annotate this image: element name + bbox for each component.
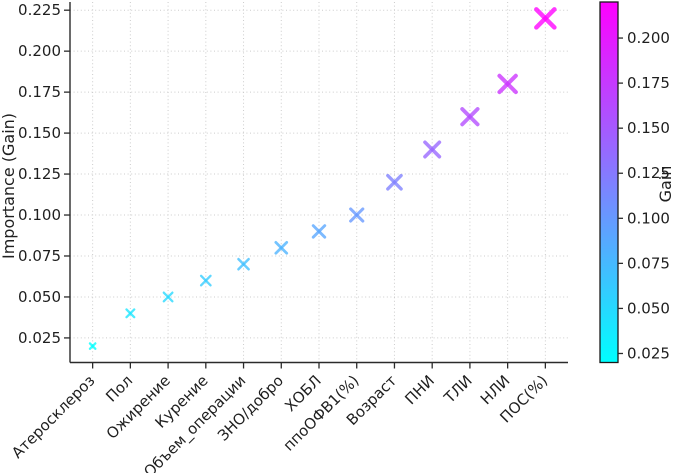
- scatter-marker: [386, 173, 403, 191]
- y-axis-label: Importance (Gain): [0, 113, 18, 259]
- scatter-marker: [162, 291, 174, 303]
- marker-stroke: [311, 224, 327, 239]
- colorbar: 0.025 0.050 0.075 0.100 0.125 0.150 0.175 0.200: [599, 1, 670, 364]
- marker-stroke: [125, 308, 136, 319]
- scatter-marker: [311, 224, 327, 239]
- x-tick-label: ПНИ: [401, 372, 438, 409]
- y-tick-label: 0.050: [18, 288, 61, 306]
- y-tick-label: 0.200: [18, 42, 61, 60]
- scatter-marker: [497, 73, 518, 95]
- colorbar-tick-label: 0.200: [627, 29, 670, 47]
- marker-stroke: [199, 274, 212, 287]
- scatter-marker: [423, 140, 442, 159]
- y-tick-label: 0.025: [18, 329, 61, 347]
- colorbar-tick-label: 0.025: [627, 344, 670, 362]
- scatter-marker: [125, 308, 136, 319]
- colorbar-tick-label: 0.075: [627, 254, 670, 272]
- y-tick-label: 0.175: [18, 83, 61, 101]
- y-tick-label: 0.075: [18, 247, 61, 265]
- scatter-marker: [534, 7, 557, 30]
- scatter-marker: [88, 342, 97, 350]
- x-tick-label: Атеросклероз: [8, 372, 98, 462]
- scatter-marker: [460, 107, 480, 127]
- y-tick-label: 0.100: [18, 206, 61, 224]
- x-tick-label: ТЛИ: [440, 372, 476, 408]
- marker-stroke: [534, 7, 557, 30]
- gridlines: [70, 2, 568, 363]
- scatter-marker: [237, 257, 250, 271]
- marker-stroke: [237, 257, 250, 271]
- marker-stroke: [460, 107, 480, 127]
- scatter-marker: [349, 207, 365, 223]
- y-tick-label: 0.125: [18, 165, 61, 183]
- scatter-marker: [199, 274, 212, 287]
- marker-stroke: [88, 342, 97, 350]
- scatter-markers: [88, 7, 557, 350]
- marker-stroke: [386, 173, 403, 191]
- marker-stroke: [497, 73, 518, 95]
- y-tick-label: 0.225: [18, 1, 61, 19]
- marker-stroke: [349, 207, 365, 223]
- x-axis-ticks: Атеросклероз ПолОжирениеКурениеОбъем_опер…: [8, 362, 551, 473]
- colorbar-label: Gain: [656, 166, 675, 203]
- colorbar-tick-label: 0.150: [627, 119, 670, 137]
- scatter-marker: [274, 240, 289, 255]
- marker-stroke: [274, 240, 289, 255]
- y-axis-ticks: 0.025 0.050 0.075 0.100 0.125 0.150 0.175 0.200…: [18, 1, 70, 347]
- y-tick-label: 0.150: [18, 124, 61, 142]
- colorbar-gradient: [599, 1, 619, 364]
- colorbar-tick-label: 0.175: [627, 74, 670, 92]
- colorbar-tick-label: 0.050: [627, 299, 670, 317]
- colorbar-tick-label: 0.100: [627, 209, 670, 227]
- marker-stroke: [162, 291, 174, 303]
- colorbar-tick-label: 0.125: [627, 164, 670, 182]
- marker-stroke: [423, 140, 442, 159]
